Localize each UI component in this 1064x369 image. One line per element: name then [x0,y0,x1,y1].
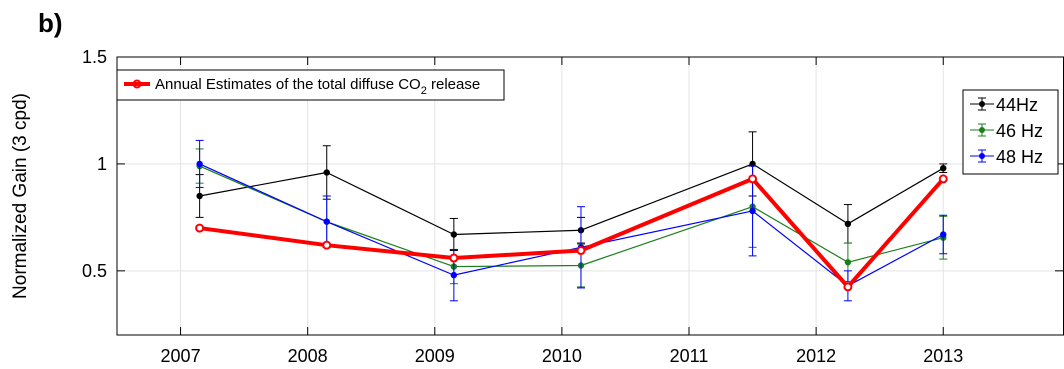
legend-44hz-marker [979,101,985,107]
series-48hz-point [940,231,947,238]
legend-48hz-label: 48 Hz [996,147,1043,167]
y-axis-label: Normalized Gain (3 cpd) [10,93,31,299]
x-tick-label: 2012 [796,346,836,366]
data-markers [195,131,948,302]
legend-item-48hz: 48 Hz [970,147,1043,167]
series-48hz-point [749,207,756,215]
legend-co2: Annual Estimates of the total diffuse CO… [116,69,505,101]
series-44hz-point [450,231,458,238]
series-44hz-line [199,163,944,236]
series-co2-point [449,253,459,263]
series-co2-point [748,174,758,184]
y-tick-label: 1 [97,154,107,174]
panel-label: b) [38,8,63,38]
legend-co2-box [116,69,505,101]
legend-46hz-marker [979,127,985,133]
x-tick-label: 2013 [923,346,963,366]
y-tick-label: 1.5 [82,47,107,67]
legend-48hz-marker [979,153,985,159]
series-co2-point [843,282,853,292]
legend-co2-label-main: Annual Estimates of the total diffuse CO [155,76,421,93]
series-44hz-point [323,169,330,176]
legend-co2-label-subscript: 2 [421,85,427,97]
series-co2-point [576,246,586,256]
series-co2-point [195,223,205,233]
legend-co2-marker [132,79,142,89]
series-48hz-point [196,160,203,168]
axis-ticks: 2007 2008 2009 2010 2011 2012 2013 0.5 1 1.5 [82,47,1063,366]
series-46hz-point [844,259,852,266]
legend-44hz-label: 44Hz [996,95,1038,115]
series-48hz-point [323,218,330,225]
series-44hz-point [940,165,947,172]
legend-item-46hz: 46 Hz [970,121,1043,141]
x-tick-label: 2009 [415,346,455,366]
series-co2-point [322,240,332,250]
x-tick-label: 2010 [542,346,582,366]
legend-frequency: 44Hz 46 Hz 48 Hz [962,89,1059,175]
series-44hz-point [844,220,852,227]
x-tick-label: 2011 [670,346,709,366]
data-lines [199,163,945,289]
series-48hz-point [450,271,458,279]
y-tick-label: 0.5 [82,261,107,281]
legend-46hz-label: 46 Hz [996,121,1043,141]
x-tick-label: 2007 [161,346,201,366]
series-44hz-point [196,192,203,200]
series-44hz-point [749,160,756,168]
x-tick-label: 2008 [288,346,328,366]
legend-co2-label-suffix: release [427,76,480,93]
series-co2-point [938,174,948,184]
legend-item-44hz: 44Hz [970,95,1038,115]
legend-co2-label: Annual Estimates of the total diffuse CO… [155,76,480,97]
